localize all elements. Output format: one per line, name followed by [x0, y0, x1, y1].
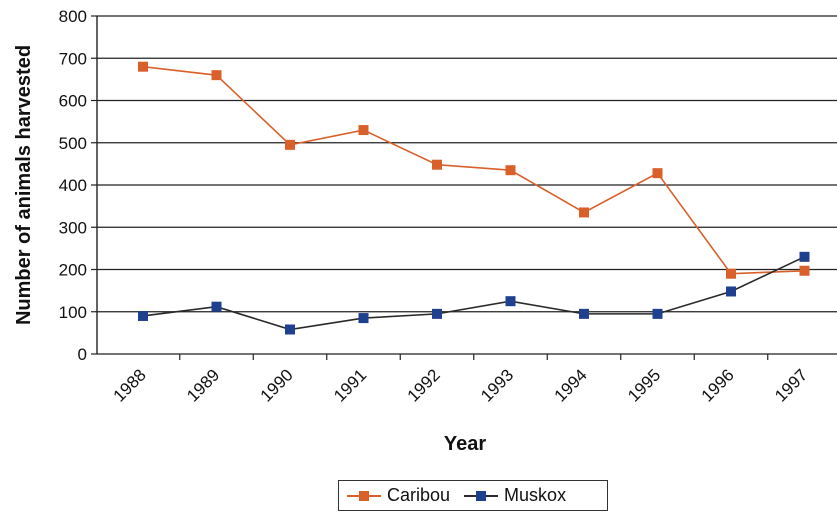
x-tick-labels: 1988 1989 1990 1991 1992 1993 1994 1995 1996 1997 [110, 365, 812, 405]
x-tick-label-1990: 1990 [257, 365, 297, 405]
point-muskox-1988 [138, 310, 148, 321]
x-tick-label-1991: 1991 [330, 365, 370, 405]
y-tick-label-800: 800 [59, 7, 87, 26]
legend-label-caribou: Caribou [387, 485, 451, 505]
point-muskox-1997 [799, 251, 810, 262]
point-muskox-1995 [652, 308, 663, 319]
x-tick-label-1992: 1992 [404, 365, 444, 405]
series-line-caribou [142, 65, 805, 275]
point-muskox-1989 [211, 301, 222, 312]
axes [96, 16, 769, 360]
y-tick-label-0: 0 [78, 345, 87, 364]
point-caribou-1995 [652, 168, 663, 179]
point-caribou-1989 [211, 70, 222, 81]
y-tick-label-700: 700 [59, 49, 87, 68]
y-tick-label-400: 400 [59, 176, 87, 195]
legend: Caribou Muskox [338, 480, 608, 511]
point-muskox-1996 [726, 286, 736, 297]
point-caribou-1990 [285, 139, 295, 150]
x-tick-label-1997: 1997 [771, 365, 811, 405]
legend-entry-caribou: Caribou [347, 485, 450, 506]
x-tick-label-1993: 1993 [477, 365, 517, 405]
legend-label-muskox: Muskox [504, 485, 567, 505]
x-tick-label-1996: 1996 [698, 365, 738, 405]
point-muskox-1993 [505, 296, 516, 307]
series-line-muskox [142, 256, 805, 331]
legend-entry-muskox: Muskox [464, 485, 566, 506]
x-tick-label-1995: 1995 [624, 365, 664, 405]
point-caribou-1997 [799, 265, 810, 276]
legend-swatch-caribou [347, 490, 381, 502]
series-layer [138, 61, 810, 335]
point-caribou-1994 [579, 207, 589, 218]
point-caribou-1996 [726, 268, 736, 279]
legend-swatch-muskox [464, 490, 499, 502]
gridlines [91, 15, 837, 355]
point-caribou-1991 [358, 125, 369, 136]
point-caribou-1993 [505, 165, 516, 176]
y-tick-label-300: 300 [59, 218, 87, 237]
x-tick-label-1989: 1989 [183, 365, 223, 405]
point-muskox-1990 [285, 324, 295, 335]
point-muskox-1991 [358, 313, 369, 324]
point-caribou-1988 [138, 61, 148, 72]
point-caribou-1992 [432, 159, 442, 170]
point-muskox-1994 [579, 308, 589, 319]
x-tick-label-1994: 1994 [551, 365, 591, 405]
point-muskox-1992 [432, 308, 442, 319]
y-tick-label-500: 500 [59, 134, 87, 153]
y-tick-labels: 0 100 200 300 400 500 600 700 800 [59, 7, 87, 364]
y-tick-label-600: 600 [59, 92, 87, 111]
x-tick-label-1988: 1988 [110, 365, 150, 405]
x-axis-title: Year [444, 433, 486, 455]
y-axis-title: Number of animals harvested [13, 45, 35, 325]
y-tick-label-200: 200 [59, 261, 87, 280]
y-tick-label-100: 100 [59, 303, 87, 322]
